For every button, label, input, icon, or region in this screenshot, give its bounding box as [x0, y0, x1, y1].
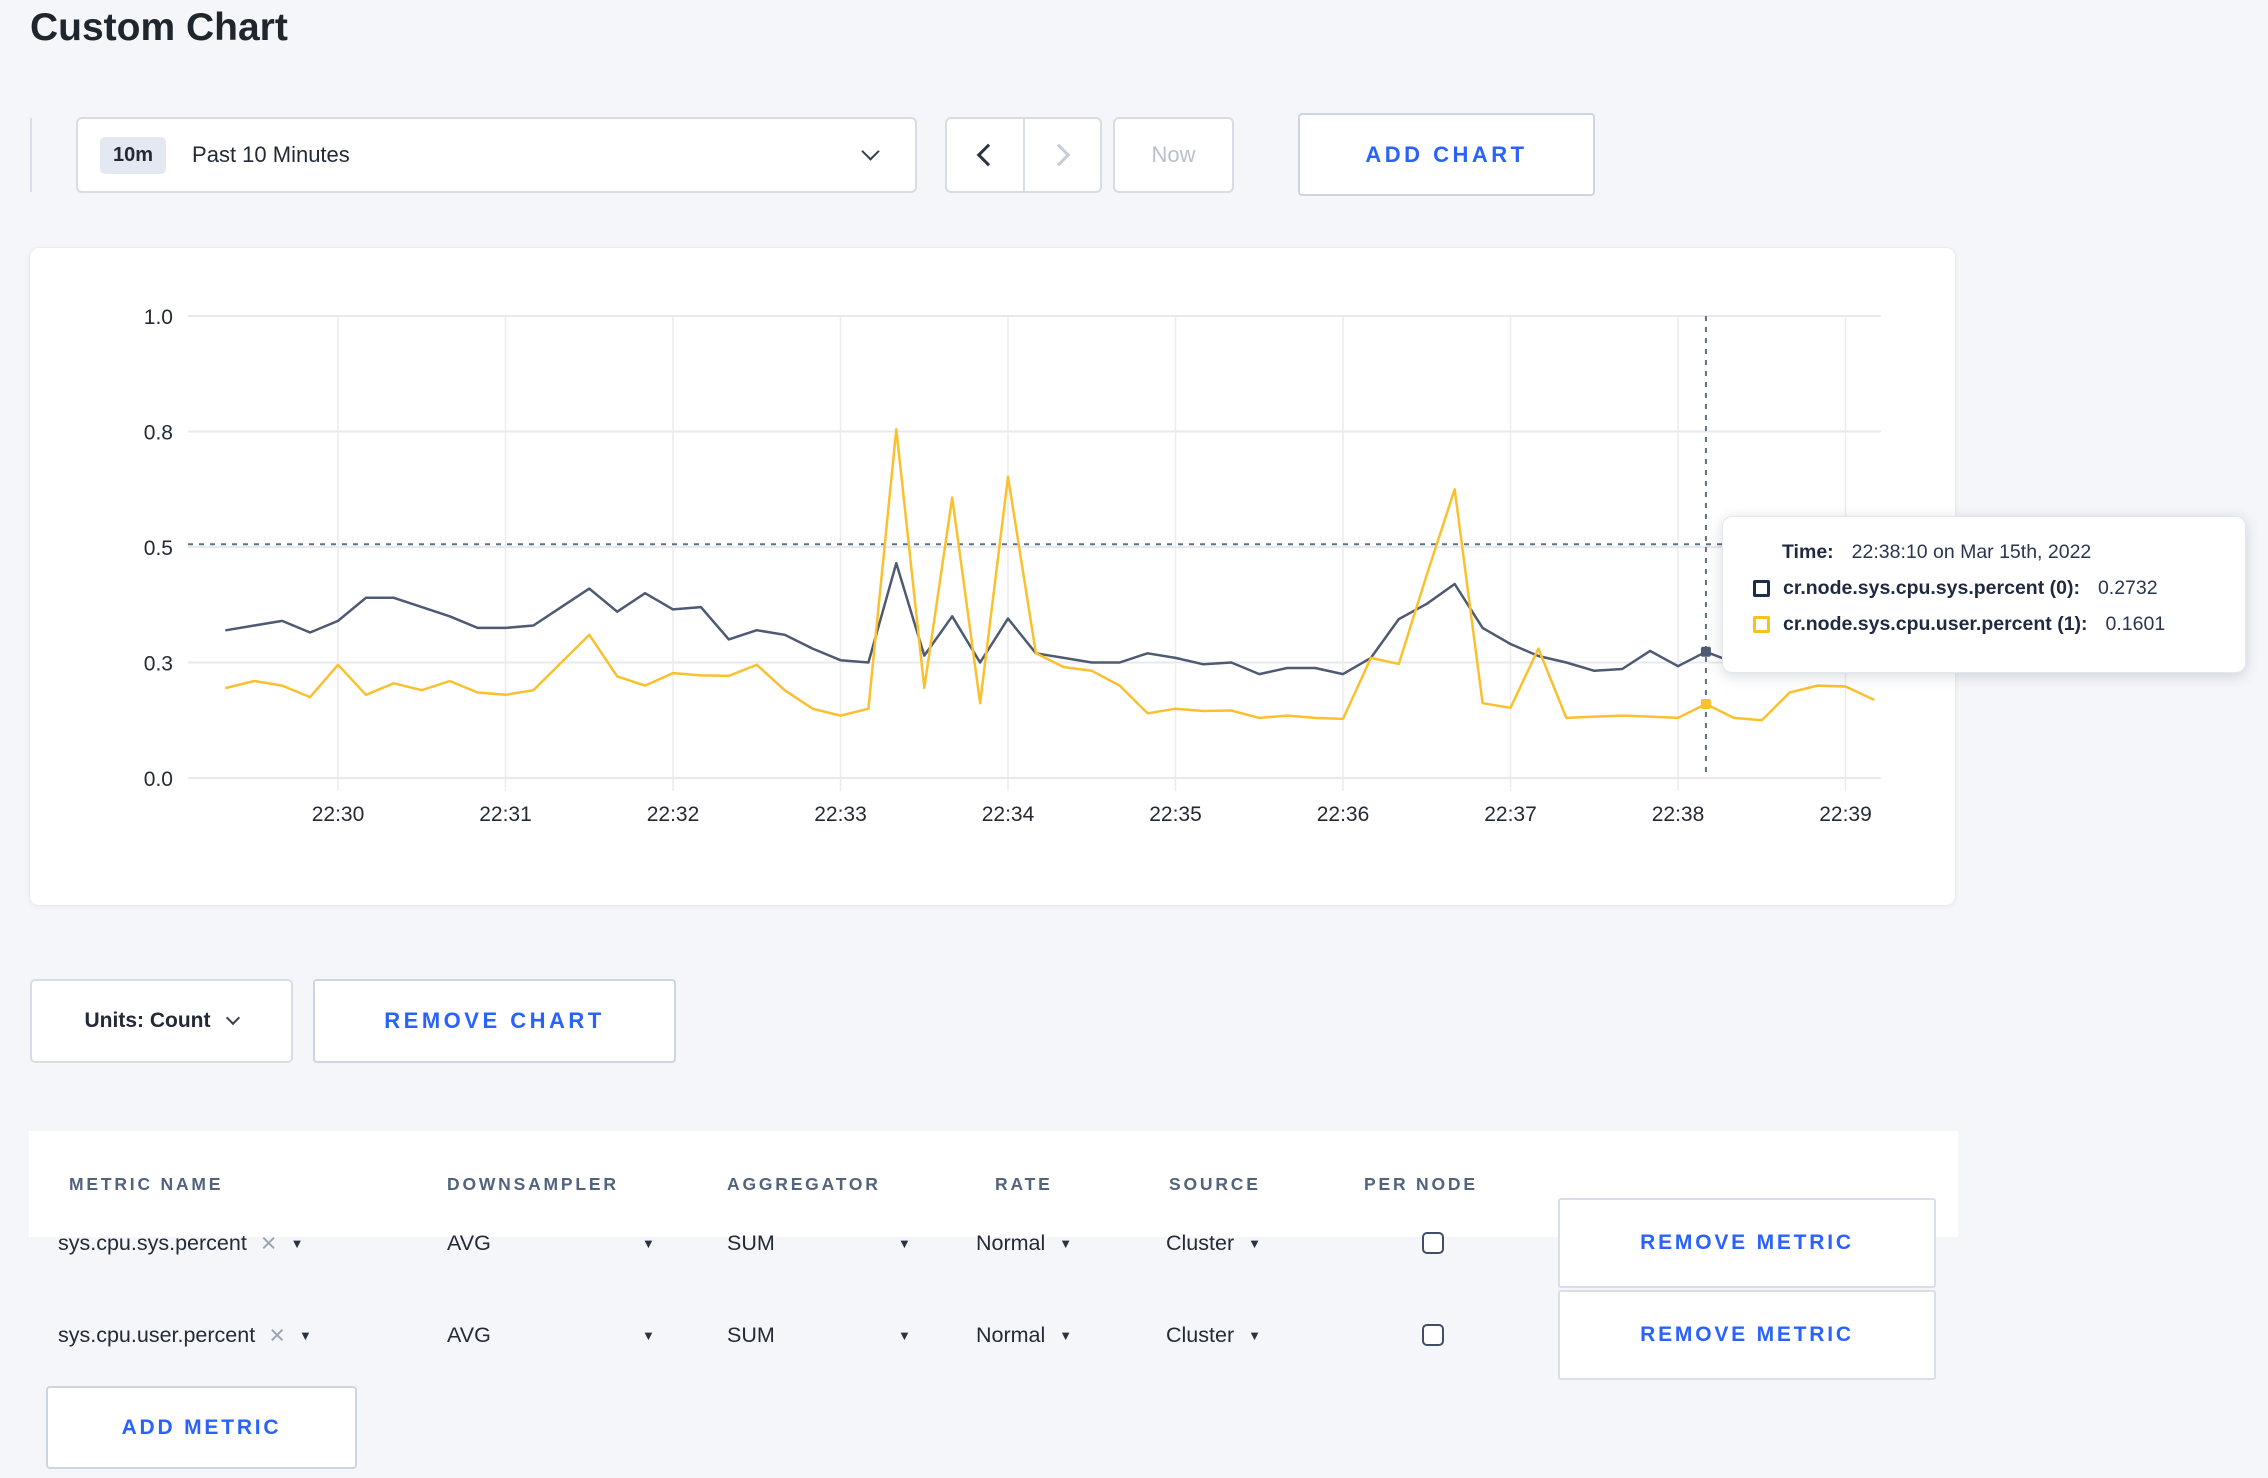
chevron-down-icon [226, 1010, 241, 1026]
caret-down-icon: ▼ [642, 1327, 655, 1343]
next-window-button[interactable] [1022, 119, 1101, 191]
units-select[interactable]: Units: Count [30, 979, 293, 1063]
column-header-rate: RATE [995, 1174, 1053, 1194]
caret-down-icon: ▼ [1248, 1327, 1261, 1343]
metric-name-value: sys.cpu.sys.percent [58, 1230, 247, 1255]
y-axis-tick-label: 1.0 [144, 306, 173, 329]
per-node-checkbox[interactable] [1422, 1324, 1444, 1346]
source-value: Cluster [1166, 1230, 1235, 1255]
chevron-right-icon [1047, 143, 1071, 167]
downsampler-value: AVG [447, 1322, 491, 1347]
prev-window-button[interactable] [947, 119, 1023, 191]
now-button[interactable]: Now [1113, 117, 1234, 193]
user-series-swatch-icon [1753, 616, 1770, 633]
x-axis-tick-label: 22:36 [1317, 803, 1370, 826]
caret-down-icon: ▼ [1248, 1235, 1261, 1251]
toolbar-divider [30, 118, 32, 192]
add-metric-button[interactable]: ADD METRIC [46, 1386, 357, 1469]
column-header-per-node: PER NODE [1364, 1174, 1478, 1194]
x-axis-tick-label: 22:31 [479, 803, 532, 826]
tooltip-sys-label: cr.node.sys.cpu.sys.percent (0): [1783, 577, 2080, 599]
column-header-source: SOURCE [1169, 1174, 1261, 1194]
remove-metric-button[interactable]: REMOVE METRIC [1558, 1198, 1936, 1288]
aggregator-value: SUM [727, 1322, 775, 1347]
aggregator-select[interactable]: SUM [727, 1290, 775, 1380]
tooltip-time-label: Time: [1782, 541, 1834, 563]
tooltip-sys-value: 0.2732 [2097, 577, 2158, 599]
aggregator-caret[interactable]: ▼ [898, 1290, 911, 1380]
caret-down-icon: ▼ [298, 1327, 312, 1343]
add-chart-button[interactable]: ADD CHART [1298, 113, 1595, 196]
downsampler-caret[interactable]: ▼ [642, 1290, 655, 1380]
x-axis-tick-label: 22:39 [1819, 803, 1872, 826]
metric-table-row: sys.cpu.sys.percent × ▼ AVG ▼ SUM ▼ Normal ▼ Clus… [29, 1198, 1958, 1288]
caret-down-icon: ▼ [642, 1235, 655, 1251]
cpu-percent-chart[interactable]: 0.0 0.3 0.5 0.8 1.0 22:30 22:31 22:32 22:33 22:34… [30, 248, 1957, 907]
chevron-left-icon [976, 143, 1000, 167]
caret-down-icon: ▼ [898, 1235, 911, 1251]
x-axis-tick-label: 22:35 [1149, 803, 1202, 826]
aggregator-caret[interactable]: ▼ [898, 1198, 911, 1288]
time-window-pager [945, 117, 1102, 193]
caret-down-icon: ▼ [1059, 1235, 1073, 1251]
rate-select[interactable]: Normal ▼ [976, 1198, 1072, 1288]
x-axis-tick-label: 22:38 [1652, 803, 1705, 826]
per-node-checkbox[interactable] [1422, 1232, 1444, 1254]
source-select[interactable]: Cluster ▼ [1166, 1198, 1261, 1288]
caret-down-icon: ▼ [1059, 1327, 1073, 1343]
tooltip-time-value: 22:38:10 on Mar 15th, 2022 [1851, 541, 2092, 563]
y-axis-tick-label: 0.8 [144, 422, 173, 445]
y-axis-tick-label: 0.5 [144, 537, 173, 560]
x-axis-tick-label: 22:34 [982, 803, 1035, 826]
aggregator-value: SUM [727, 1230, 775, 1255]
metrics-table-header: METRIC NAME DOWNSAMPLER AGGREGATOR RATE SOUR… [29, 1131, 1958, 1237]
time-range-badge: 10m [100, 136, 167, 174]
tooltip-user-label: cr.node.sys.cpu.user.percent (1): [1783, 613, 2088, 635]
column-header-downsampler: DOWNSAMPLER [447, 1174, 619, 1194]
source-value: Cluster [1166, 1322, 1235, 1347]
sys-series-swatch-icon [1753, 580, 1770, 597]
aggregator-select[interactable]: SUM [727, 1198, 775, 1288]
metric-name-value: sys.cpu.user.percent [58, 1322, 256, 1347]
series-line [225, 427, 1875, 722]
metric-name-select[interactable]: sys.cpu.sys.percent × ▼ [58, 1198, 303, 1288]
downsampler-select[interactable]: AVG [447, 1290, 491, 1380]
x-axis-tick-label: 22:30 [312, 803, 365, 826]
units-label: Units: Count [84, 1009, 211, 1032]
metric-table-row: sys.cpu.user.percent × ▼ AVG ▼ SUM ▼ Normal ▼ Clu… [29, 1290, 1958, 1380]
x-axis-tick-label: 22:37 [1484, 803, 1537, 826]
rate-value: Normal [976, 1322, 1046, 1347]
time-range-select[interactable]: 10m Past 10 Minutes [76, 117, 917, 193]
remove-x-icon[interactable]: × [260, 1227, 277, 1258]
column-header-metric-name: METRIC NAME [69, 1174, 224, 1194]
series-line [225, 561, 1875, 676]
source-select[interactable]: Cluster ▼ [1166, 1290, 1261, 1380]
caret-down-icon: ▼ [290, 1235, 304, 1251]
time-range-label: Past 10 Minutes [192, 142, 350, 167]
remove-x-icon[interactable]: × [269, 1319, 285, 1350]
metric-name-select[interactable]: sys.cpu.user.percent × ▼ [58, 1290, 312, 1380]
rate-value: Normal [976, 1230, 1046, 1255]
y-axis-tick-label: 0.0 [144, 768, 173, 791]
y-axis-tick-label: 0.3 [144, 653, 173, 676]
column-header-aggregator: AGGREGATOR [727, 1174, 881, 1194]
downsampler-select[interactable]: AVG [447, 1198, 491, 1288]
rate-select[interactable]: Normal ▼ [976, 1290, 1072, 1380]
chart-tooltip: Time: 22:38:10 on Mar 15th, 2022 cr.node… [1722, 516, 2246, 673]
hover-point-marker [1700, 699, 1711, 710]
downsampler-caret[interactable]: ▼ [642, 1198, 655, 1288]
hover-point-marker [1700, 646, 1711, 657]
x-axis-tick-label: 22:32 [647, 803, 700, 826]
caret-down-icon: ▼ [898, 1327, 911, 1343]
downsampler-value: AVG [447, 1230, 491, 1255]
remove-metric-button[interactable]: REMOVE METRIC [1558, 1290, 1936, 1380]
page-title: Custom Chart [30, 6, 288, 49]
remove-chart-button[interactable]: REMOVE CHART [313, 979, 676, 1063]
x-axis-tick-label: 22:33 [814, 803, 867, 826]
chart-card: 0.0 0.3 0.5 0.8 1.0 22:30 22:31 22:32 22:33 22:34… [29, 247, 1956, 906]
tooltip-user-value: 0.1601 [2105, 613, 2166, 635]
chevron-down-icon [861, 141, 880, 161]
